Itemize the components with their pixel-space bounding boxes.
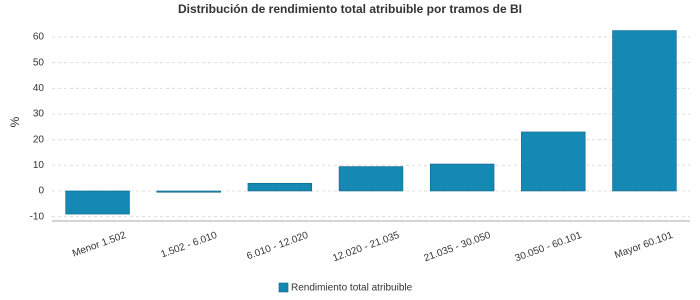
chart-title: Distribución de rendimiento total atribu…	[178, 2, 522, 16]
y-axis-label: %	[8, 116, 22, 127]
bar	[612, 30, 677, 192]
bar	[65, 190, 130, 215]
y-tick-label: -10	[30, 211, 45, 222]
legend-label: Rendimiento total atribuible	[291, 283, 413, 294]
x-tick-label: 21.035 - 30.050	[422, 230, 492, 264]
x-tick-label: Menor 1.502	[71, 230, 128, 260]
y-tick-label: 60	[33, 32, 45, 43]
x-tick-label: 1.502 - 6.010	[159, 230, 219, 261]
y-tick-label: 20	[33, 134, 45, 145]
y-tick-label: 30	[33, 109, 45, 120]
y-tick-label: 10	[33, 160, 45, 171]
bar	[338, 166, 404, 192]
y-tick-label: 0	[38, 186, 44, 197]
bar	[156, 190, 221, 193]
x-tick-label: 30.050 - 60.101	[514, 230, 584, 264]
y-tick-label: 40	[33, 83, 45, 94]
bar	[521, 131, 586, 192]
legend-swatch	[278, 282, 289, 293]
x-tick-label: Mayor 60.101	[613, 230, 675, 261]
x-tick-label: 12.020 - 21.035	[331, 230, 401, 264]
x-tick-label: 6.010 - 12.020	[245, 230, 310, 263]
y-tick-label: 50	[33, 57, 45, 68]
bar	[247, 182, 313, 192]
bar	[429, 163, 495, 192]
